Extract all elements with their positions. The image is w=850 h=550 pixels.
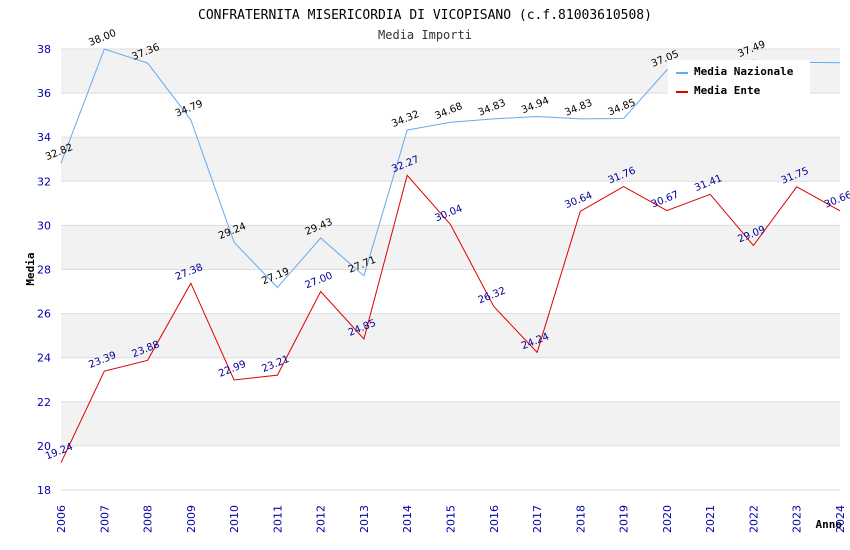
x-tick-label: 2016	[488, 505, 501, 533]
y-tick-label: 28	[37, 264, 51, 277]
y-tick-label: 32	[37, 175, 51, 188]
chart-title: CONFRATERNITA MISERICORDIA DI VICOPISANO…	[198, 8, 652, 23]
grid-band	[61, 401, 840, 446]
grid-band	[61, 225, 840, 270]
y-tick-label: 18	[37, 484, 51, 497]
x-tick-label: 2014	[401, 505, 414, 533]
x-tick-label: 2009	[185, 505, 198, 533]
grid-band	[61, 269, 840, 314]
x-tick-label: 2008	[142, 505, 155, 533]
x-tick-label: 2011	[271, 505, 284, 533]
y-tick-label: 34	[37, 131, 51, 144]
chart-subtitle: Media Importi	[378, 28, 472, 42]
y-tick-label: 38	[37, 43, 51, 56]
x-axis-ticks: 2006 2007 2008 2009 2010 2011 2012 2013 2014 2015…	[55, 505, 847, 533]
x-tick-label: 2015	[445, 505, 458, 533]
grid-band	[61, 137, 840, 182]
y-tick-label: 22	[37, 396, 51, 409]
y-tick-label: 20	[37, 440, 51, 453]
grid-band	[61, 357, 840, 402]
grid-band	[61, 445, 840, 490]
y-axis-label: Media	[24, 252, 37, 285]
x-tick-label: 2024	[834, 505, 847, 533]
x-tick-label: 2019	[618, 505, 631, 533]
x-tick-label: 2013	[358, 505, 371, 533]
x-tick-label: 2023	[791, 505, 804, 533]
x-tick-label: 2012	[315, 505, 328, 533]
y-tick-label: 24	[37, 352, 51, 365]
y-tick-label: 36	[37, 87, 51, 100]
legend-label-nazionale: Media Nazionale	[694, 65, 794, 78]
y-tick-label: 26	[37, 308, 51, 321]
legend-label-ente: Media Ente	[694, 84, 761, 97]
x-tick-label: 2018	[574, 505, 587, 533]
y-axis-ticks: 18 20 22 24 26 28 30 32 34 36 38	[37, 43, 51, 497]
data-label: 38.00	[87, 28, 118, 49]
series-line-ente	[60, 174, 841, 463]
x-tick-label: 2010	[228, 505, 241, 533]
x-tick-label: 2022	[747, 505, 760, 533]
x-tick-label: 2006	[55, 505, 68, 533]
x-axis-label: Anno	[816, 518, 843, 531]
x-tick-label: 2021	[704, 505, 717, 533]
y-tick-label: 30	[37, 219, 51, 232]
x-tick-label: 2007	[98, 505, 111, 533]
grid-band	[61, 313, 840, 358]
legend-box	[668, 60, 810, 102]
x-tick-label: 2017	[531, 505, 544, 533]
plot-background	[61, 49, 840, 490]
legend: Media Nazionale Media Ente	[668, 60, 810, 102]
grid-band	[61, 181, 840, 226]
x-tick-label: 2020	[661, 505, 674, 533]
